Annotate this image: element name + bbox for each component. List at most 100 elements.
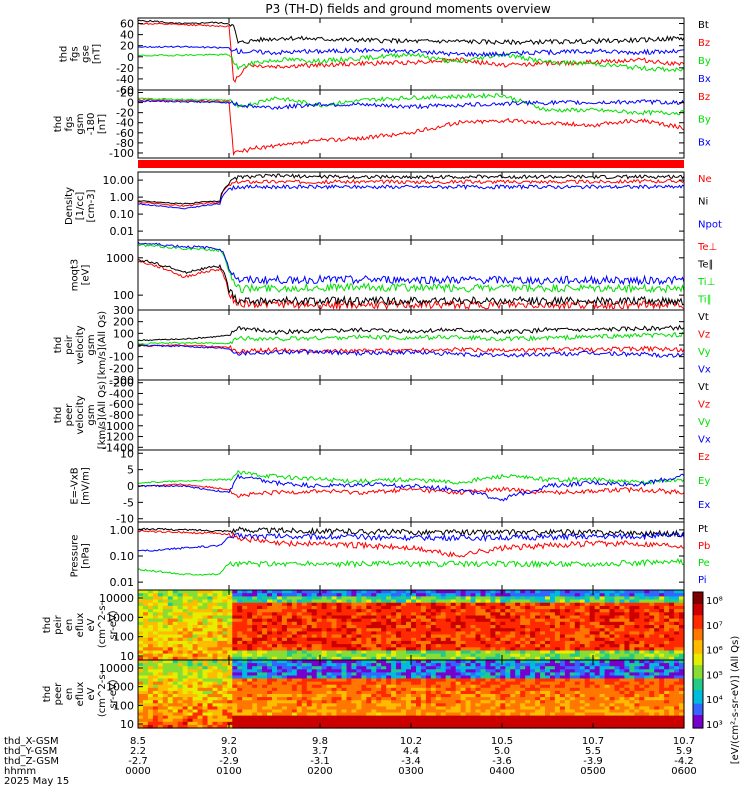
spec-cell (237, 690, 243, 695)
spec-cell (594, 596, 601, 601)
spec-cell (396, 672, 402, 677)
spec-cell (381, 706, 387, 711)
spec-cell (207, 615, 214, 620)
spec-cell (510, 644, 516, 648)
spec-cell (257, 681, 263, 686)
spec-cell (411, 675, 417, 680)
spec-cell (147, 631, 154, 636)
spec-cell (435, 640, 442, 645)
spec-cell (659, 612, 665, 617)
spec-cell (614, 615, 621, 620)
spec-cell (361, 609, 367, 613)
spec-cell (257, 690, 263, 695)
spec-cell (371, 684, 377, 689)
spec-cell (674, 596, 680, 601)
spec-cell (619, 700, 626, 704)
spec-cell (147, 640, 154, 645)
spec-cell (495, 609, 501, 613)
spec-cell (391, 656, 397, 661)
spec-cell (316, 631, 323, 636)
spec-cell (346, 640, 353, 645)
spec-cell (376, 644, 382, 648)
spec-cell (311, 694, 318, 698)
legend-Pt: Pt (698, 524, 708, 535)
spec-cell (138, 669, 144, 673)
spec-cell (182, 687, 189, 692)
spec-cell (624, 687, 630, 692)
spec-cell (257, 621, 263, 626)
spec-cell (624, 609, 630, 613)
y-axis-label: thdpeirenefluxeV(cm^2-s-sr-eV) (42, 601, 119, 648)
spec-cell (286, 666, 293, 670)
spec-cell (559, 609, 566, 613)
spec-cell (664, 621, 670, 626)
spec-cell (515, 653, 521, 658)
spec-cell (242, 684, 248, 689)
spec-cell (465, 709, 472, 714)
spec-cell (286, 605, 293, 610)
spec-cell (252, 709, 258, 714)
spec-cell (425, 694, 432, 698)
spec-cell (381, 669, 387, 673)
spec-cell (182, 663, 189, 667)
spec-cell (480, 703, 487, 707)
spec-cell (281, 721, 288, 726)
spec-cell (416, 687, 422, 692)
spec-cell (674, 593, 680, 597)
spec-cell (306, 672, 313, 677)
y-label-line: [cm-3] (86, 189, 97, 222)
spec-cell (535, 647, 541, 652)
spec-cell (589, 690, 596, 695)
spec-cell (167, 715, 174, 720)
spec-cell (341, 650, 348, 655)
spec-cell (425, 612, 432, 617)
spec-cell (296, 612, 303, 617)
spec-cell (202, 672, 209, 677)
spec-cell (460, 653, 467, 658)
spec-cell (430, 612, 437, 617)
spec-cell (664, 640, 670, 645)
spec-cell (296, 669, 303, 673)
spec-cell (301, 663, 308, 667)
spec-cell (277, 672, 283, 677)
spec-cell (192, 703, 199, 707)
spec-cell (495, 724, 501, 729)
spec-cell (336, 703, 343, 707)
spec-cell (609, 672, 616, 677)
spec-cell (629, 637, 635, 642)
spec-cell (252, 697, 258, 701)
spec-cell (495, 599, 501, 604)
spec-cell (460, 596, 467, 601)
spec-cell (326, 634, 333, 639)
spec-cell (629, 647, 635, 652)
spec-cell (272, 712, 278, 717)
spec-cell (272, 644, 278, 648)
spec-cell (376, 618, 382, 623)
spec-cell (500, 602, 506, 607)
spec-cell (252, 721, 258, 726)
spec-cell (281, 602, 288, 607)
spec-cell (381, 672, 387, 677)
spec-cell (654, 637, 660, 642)
spec-cell (346, 618, 353, 623)
spec-cell (227, 656, 233, 661)
spec-cell (599, 712, 606, 717)
spec-cell (301, 687, 308, 692)
spec-cell (500, 605, 506, 610)
spec-cell (361, 706, 367, 711)
spec-cell (530, 700, 536, 704)
spec-cell (311, 703, 318, 707)
spec-cell (316, 621, 323, 626)
spec-cell (545, 678, 551, 683)
spec-cell (222, 596, 228, 601)
spec-cell (381, 615, 387, 620)
spec-cell (589, 678, 596, 683)
spec-cell (505, 660, 511, 664)
spec-cell (559, 663, 566, 667)
spec-cell (227, 625, 233, 629)
spec-cell (281, 615, 288, 620)
spec-cell (440, 650, 447, 655)
spec-cell (510, 618, 516, 623)
spec-cell (366, 631, 372, 636)
spec-cell (252, 690, 258, 695)
